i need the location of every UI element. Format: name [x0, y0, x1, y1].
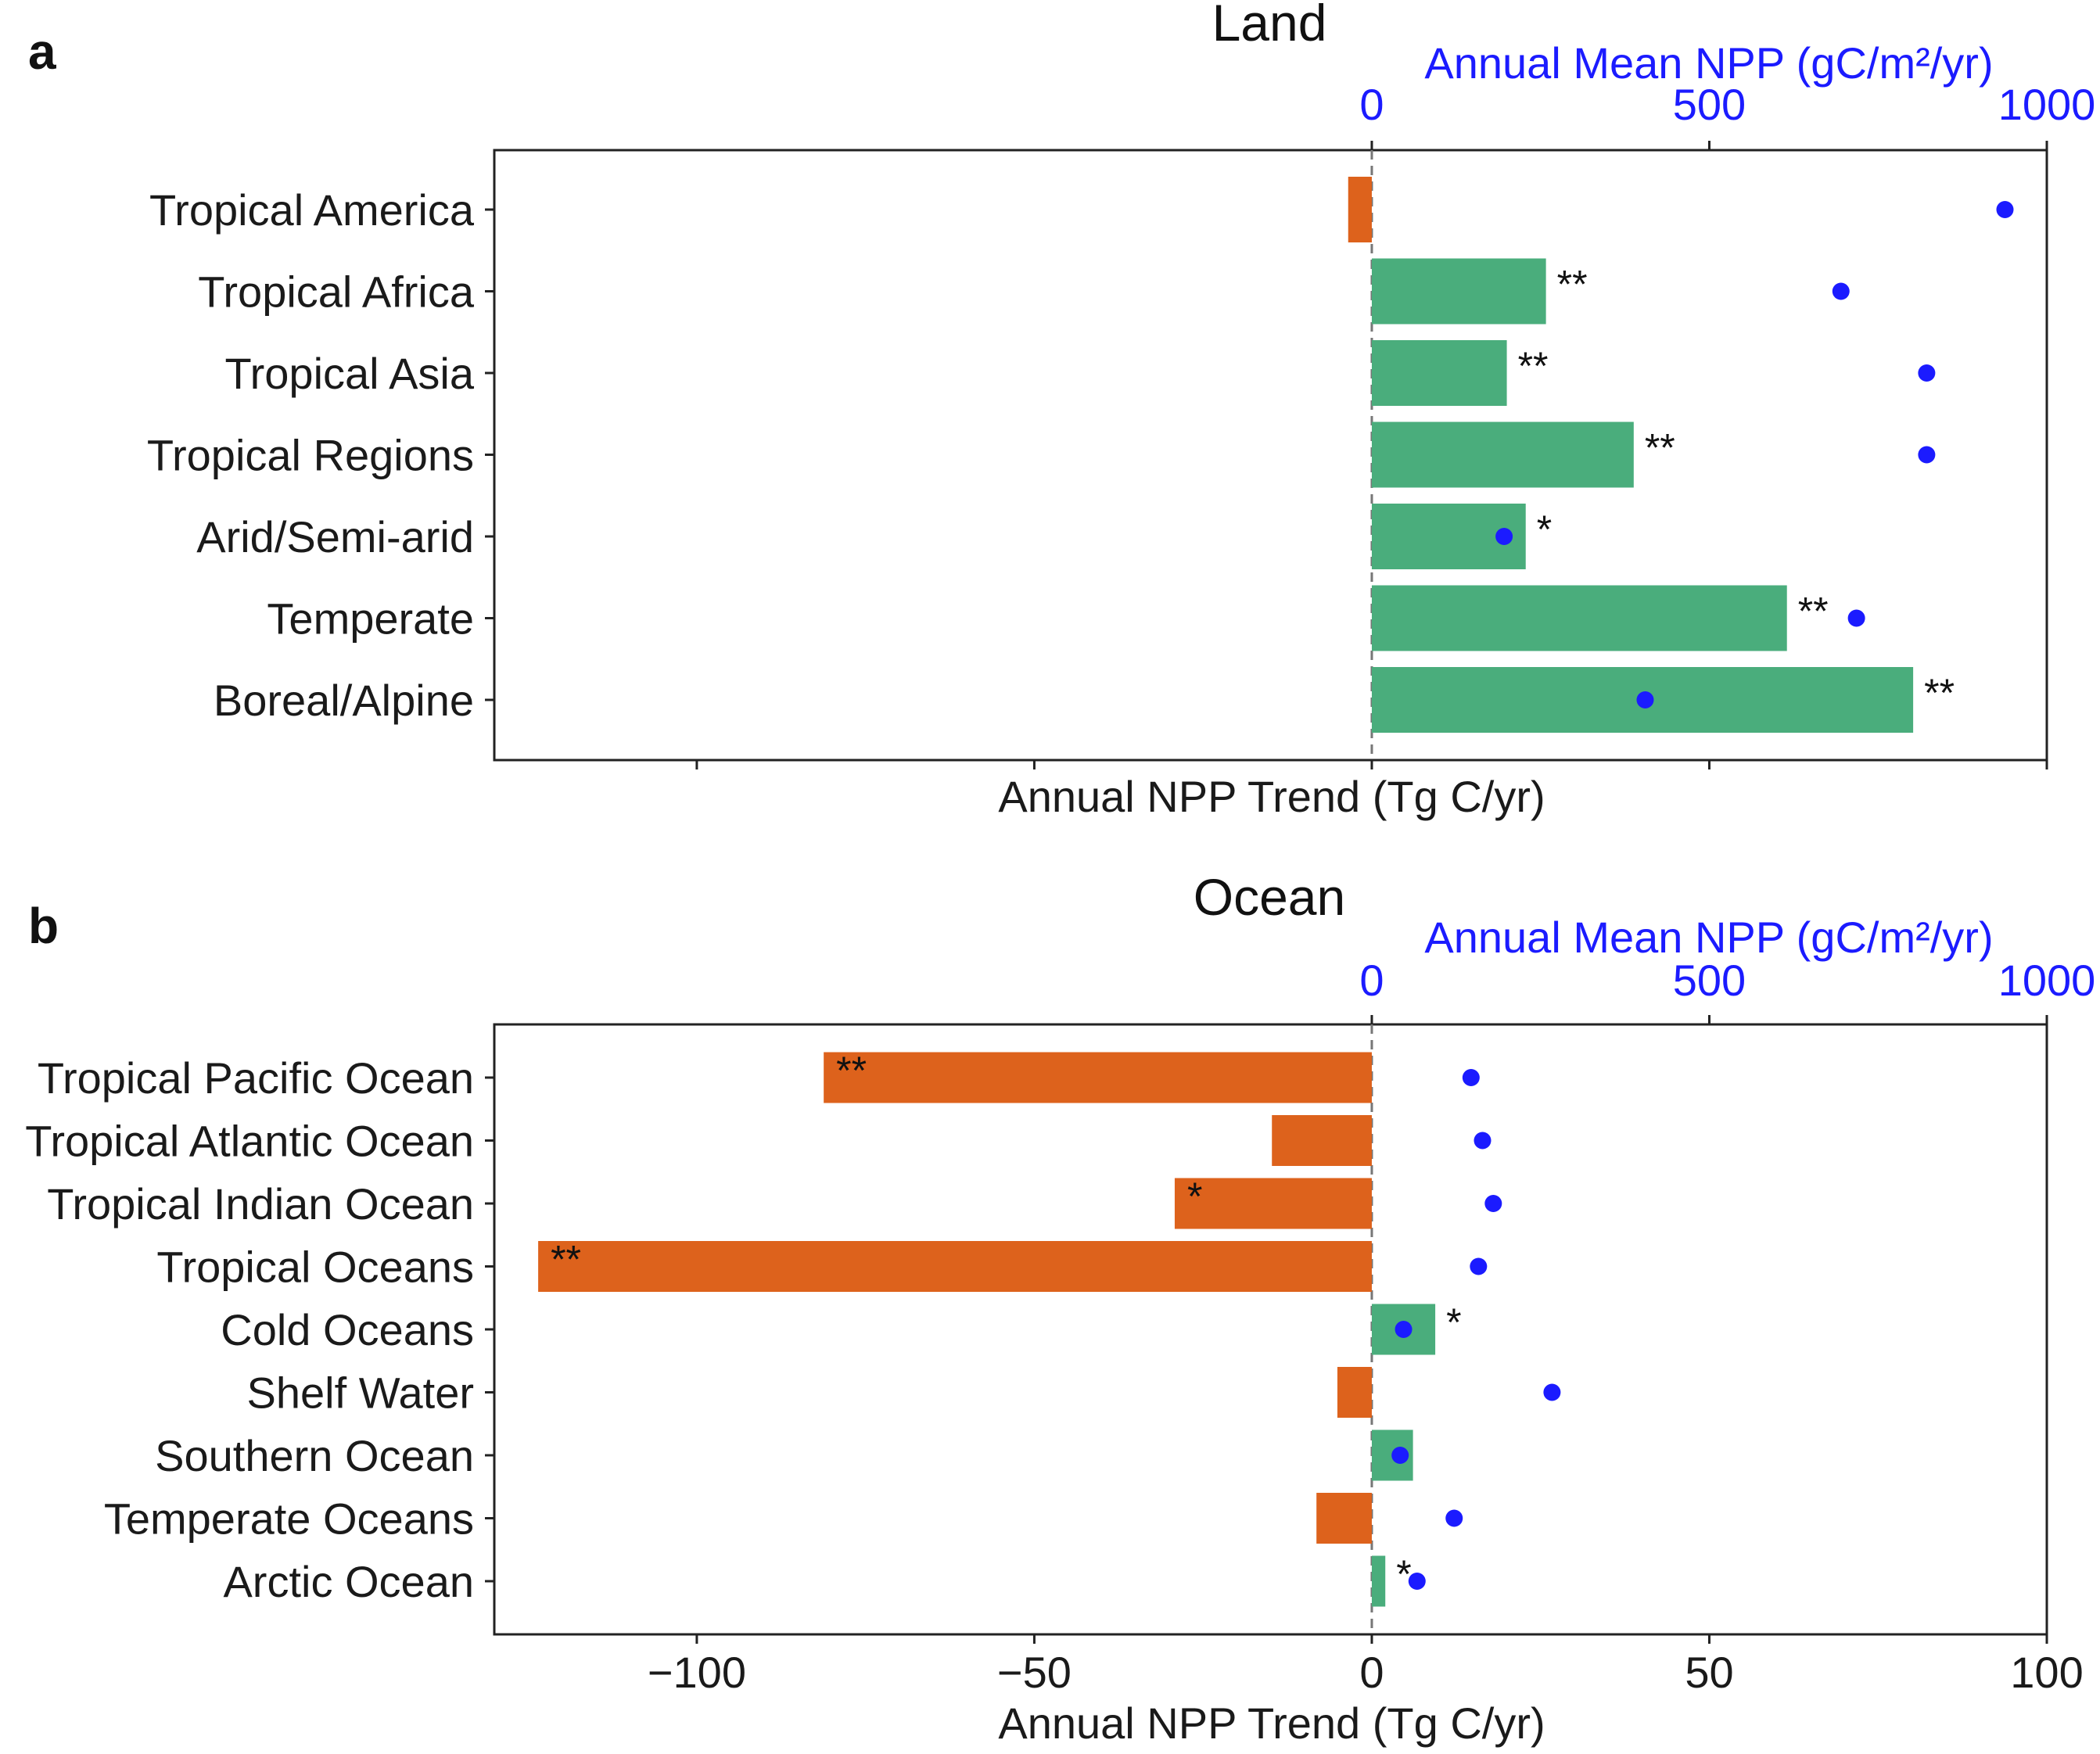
category-label: Tropical America [149, 185, 475, 235]
trend-bar [1316, 1493, 1372, 1544]
significance-marker: ** [1798, 590, 1829, 633]
mean-npp-point [1445, 1509, 1463, 1527]
mean-npp-point [1847, 609, 1865, 627]
category-label: Shelf Water [247, 1368, 474, 1418]
significance-marker: ** [836, 1049, 867, 1092]
mean-npp-point [1484, 1195, 1502, 1212]
bottom-tick-label: 0 [1359, 1648, 1384, 1697]
significance-marker: * [1537, 508, 1552, 551]
mean-npp-point [1470, 1257, 1488, 1275]
panel-a-top-axis-label: Annual Mean NPP (gC/m²/yr) [1424, 38, 1993, 88]
category-label: Arid/Semi-arid [196, 512, 474, 561]
top-tick-label: 1000 [1998, 80, 2096, 129]
trend-bar [1371, 421, 1634, 488]
significance-marker: * [1446, 1300, 1461, 1344]
mean-npp-point [1918, 364, 1936, 382]
significance-marker: ** [1557, 263, 1588, 307]
category-label: Temperate Oceans [104, 1494, 474, 1544]
mean-npp-point [1395, 1321, 1413, 1338]
panel-a-x-axis-label: Annual NPP Trend (Tg C/yr) [998, 772, 1545, 821]
category-label: Boreal/Alpine [214, 676, 474, 725]
top-tick-label: 1000 [1998, 956, 2096, 1005]
significance-marker: ** [1518, 344, 1549, 388]
bottom-tick-label: 100 [2010, 1648, 2083, 1697]
significance-marker: * [1187, 1175, 1202, 1218]
mean-npp-point [1996, 201, 2014, 218]
bottom-tick-label: −100 [648, 1648, 746, 1697]
mean-npp-point [1543, 1383, 1561, 1401]
category-label: Southern Ocean [155, 1431, 474, 1480]
category-label: Tropical Atlantic Ocean [25, 1117, 474, 1166]
mean-npp-point [1918, 446, 1936, 464]
top-tick-label: 0 [1359, 956, 1384, 1005]
category-label: Tropical Oceans [156, 1243, 474, 1292]
category-label: Tropical Africa [198, 267, 475, 317]
panel-b-title: Ocean [1194, 868, 1345, 926]
mean-npp-point [1391, 1447, 1409, 1464]
category-label: Temperate [267, 594, 474, 644]
panel-a-label: a [28, 23, 56, 80]
mean-npp-point [1462, 1069, 1480, 1086]
category-label: Cold Oceans [221, 1305, 474, 1354]
mean-npp-point [1495, 528, 1513, 545]
category-label: Tropical Regions [147, 431, 474, 480]
trend-bar [1371, 340, 1507, 406]
panel-b-plot: 0 500 1000 −100 −50 0 50 100 Tropical Pacific Oc… [25, 956, 2095, 1697]
trend-bar [1371, 585, 1787, 651]
category-label: Arctic Ocean [223, 1557, 474, 1606]
trend-bar [1371, 1555, 1386, 1607]
top-tick-label: 0 [1359, 80, 1384, 129]
mean-npp-point [1636, 691, 1654, 708]
trend-bar [1348, 177, 1372, 242]
trend-bar [824, 1052, 1372, 1103]
trend-bar [1272, 1115, 1372, 1166]
significance-marker: * [1396, 1552, 1411, 1596]
panel-b-label: b [28, 898, 59, 954]
mean-npp-point [1474, 1132, 1492, 1150]
significance-marker: ** [551, 1238, 581, 1282]
category-label: Tropical Pacific Ocean [38, 1053, 474, 1103]
trend-bar [1371, 258, 1546, 325]
panel-a-title: Land [1212, 0, 1327, 52]
trend-bar [1174, 1178, 1372, 1229]
mean-npp-point [1408, 1573, 1426, 1590]
top-tick-label: 500 [1673, 956, 1746, 1005]
mean-npp-point [1832, 282, 1850, 300]
panel-a-plot: 0 500 1000 Tropical America Tropical Africa *… [147, 80, 2095, 769]
panel-b-frame [493, 1023, 2048, 1636]
trend-bar [538, 1241, 1372, 1292]
category-label: Tropical Asia [225, 349, 475, 398]
category-label: Tropical Indian Ocean [47, 1179, 474, 1229]
panel-b-top-axis-label: Annual Mean NPP (gC/m²/yr) [1424, 913, 1993, 962]
top-tick-label: 500 [1673, 80, 1746, 129]
trend-bar [1337, 1367, 1372, 1418]
bottom-tick-label: −50 [997, 1648, 1072, 1697]
significance-marker: ** [1924, 671, 1955, 715]
bottom-tick-label: 50 [1685, 1648, 1733, 1697]
significance-marker: ** [1645, 426, 1675, 470]
panel-b-x-axis-label: Annual NPP Trend (Tg C/yr) [998, 1698, 1545, 1748]
